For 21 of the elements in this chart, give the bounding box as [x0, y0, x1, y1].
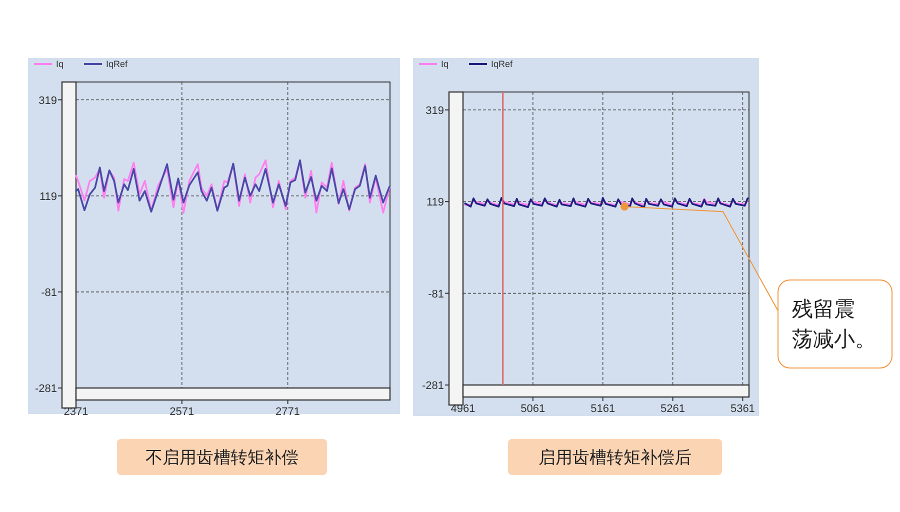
- y-tick-label: 319: [38, 94, 57, 107]
- text: 不启用齿槽转矩补偿: [146, 448, 298, 467]
- legend-label: Iq: [441, 59, 449, 69]
- legend-label: IqRef: [106, 59, 128, 69]
- legend-label: Iq: [56, 59, 64, 69]
- y-tick-label: -281: [34, 383, 57, 395]
- y-tick-label: -81: [41, 286, 57, 299]
- y-tick-label: 319: [426, 104, 444, 117]
- y-tick-label: 119: [39, 190, 57, 203]
- annotation: 残留震荡减小。: [792, 298, 876, 351]
- x-tick-label: 5361: [730, 403, 755, 415]
- legend-label: IqRef: [491, 59, 514, 69]
- x-tick-label: 5261: [660, 403, 686, 415]
- x-tick-label: 5061: [520, 403, 546, 415]
- y-tick-label: 119: [426, 196, 444, 209]
- y-tick-label: -81: [428, 288, 444, 300]
- x-tick-label: 2771: [276, 406, 300, 418]
- x-tick-label: 2571: [170, 406, 194, 418]
- y-tick-label: -281: [422, 380, 444, 392]
- x-tick-label: 5161: [590, 403, 616, 415]
- text: 启用齿槽转矩补偿后: [538, 448, 692, 467]
